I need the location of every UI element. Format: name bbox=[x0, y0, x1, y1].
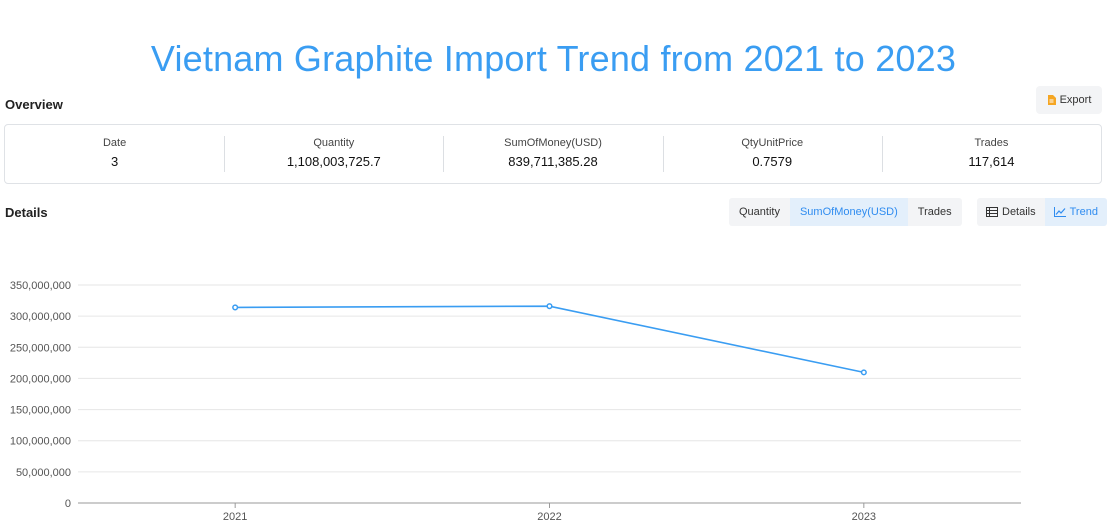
tab-trend[interactable]: Trend bbox=[1044, 198, 1107, 226]
view-tabs: Details Trend bbox=[977, 198, 1107, 226]
stat-label: Trades bbox=[974, 137, 1009, 149]
stat-sum-of-money: SumOfMoney(USD) 839,711,385.28 bbox=[443, 136, 662, 172]
tab-details-label: Details bbox=[1002, 206, 1036, 218]
overview-heading: Overview bbox=[5, 97, 63, 112]
table-icon bbox=[986, 207, 998, 217]
y-tick-label: 300,000,000 bbox=[10, 311, 71, 323]
y-tick-label: 350,000,000 bbox=[10, 280, 71, 292]
trend-chart: 0 50,000,000 100,000,000 150,000,000 200,000… bbox=[10, 280, 1021, 523]
stat-value: 117,614 bbox=[968, 154, 1015, 169]
data-point bbox=[232, 304, 239, 311]
stat-label: SumOfMoney(USD) bbox=[504, 137, 602, 149]
document-icon bbox=[1047, 95, 1056, 105]
y-tick-label: 250,000,000 bbox=[10, 342, 71, 354]
details-heading: Details bbox=[5, 205, 48, 220]
data-point bbox=[546, 303, 553, 310]
tab-sum-of-money[interactable]: SumOfMoney(USD) bbox=[789, 198, 908, 226]
y-tick-label: 150,000,000 bbox=[10, 405, 71, 417]
stat-trades: Trades 117,614 bbox=[881, 136, 1101, 172]
tab-details[interactable]: Details bbox=[977, 198, 1045, 226]
data-point bbox=[860, 369, 867, 376]
page-title: Vietnam Graphite Import Trend from 2021 … bbox=[150, 38, 957, 79]
y-tick-label: 0 bbox=[65, 498, 71, 510]
stat-value: 839,711,385.28 bbox=[508, 154, 598, 169]
stat-value: 3 bbox=[110, 154, 119, 169]
stat-value: 1,108,003,725.7 bbox=[286, 154, 381, 169]
export-label: Export bbox=[1059, 94, 1092, 106]
tab-trades[interactable]: Trades bbox=[917, 206, 952, 218]
metric-tabs: Quantity SumOfMoney(USD) Trades bbox=[729, 198, 962, 226]
x-tick-label: 2023 bbox=[852, 511, 876, 523]
stat-date: Date 3 bbox=[5, 136, 224, 172]
stat-label: Date bbox=[102, 137, 127, 149]
stat-label: Quantity bbox=[313, 137, 355, 149]
export-button[interactable]: Export bbox=[1036, 86, 1102, 114]
x-tick-label: 2022 bbox=[537, 511, 561, 523]
stat-value: 0.7579 bbox=[752, 154, 793, 169]
x-tick-label: 2021 bbox=[223, 511, 247, 523]
y-tick-label: 100,000,000 bbox=[10, 436, 71, 448]
tab-trend-label: Trend bbox=[1069, 206, 1098, 218]
line-chart-icon bbox=[1053, 207, 1066, 217]
stat-qty-unit-price: QtyUnitPrice 0.7579 bbox=[662, 136, 882, 172]
y-tick-label: 50,000,000 bbox=[16, 467, 71, 479]
stat-label: QtyUnitPrice bbox=[741, 137, 804, 149]
stat-quantity: Quantity 1,108,003,725.7 bbox=[224, 136, 443, 172]
tab-quantity[interactable]: Quantity bbox=[739, 206, 780, 218]
overview-card: Date 3 Quantity 1,108,003,725.7 SumOfMon… bbox=[4, 124, 1102, 184]
y-tick-label: 200,000,000 bbox=[10, 373, 71, 385]
